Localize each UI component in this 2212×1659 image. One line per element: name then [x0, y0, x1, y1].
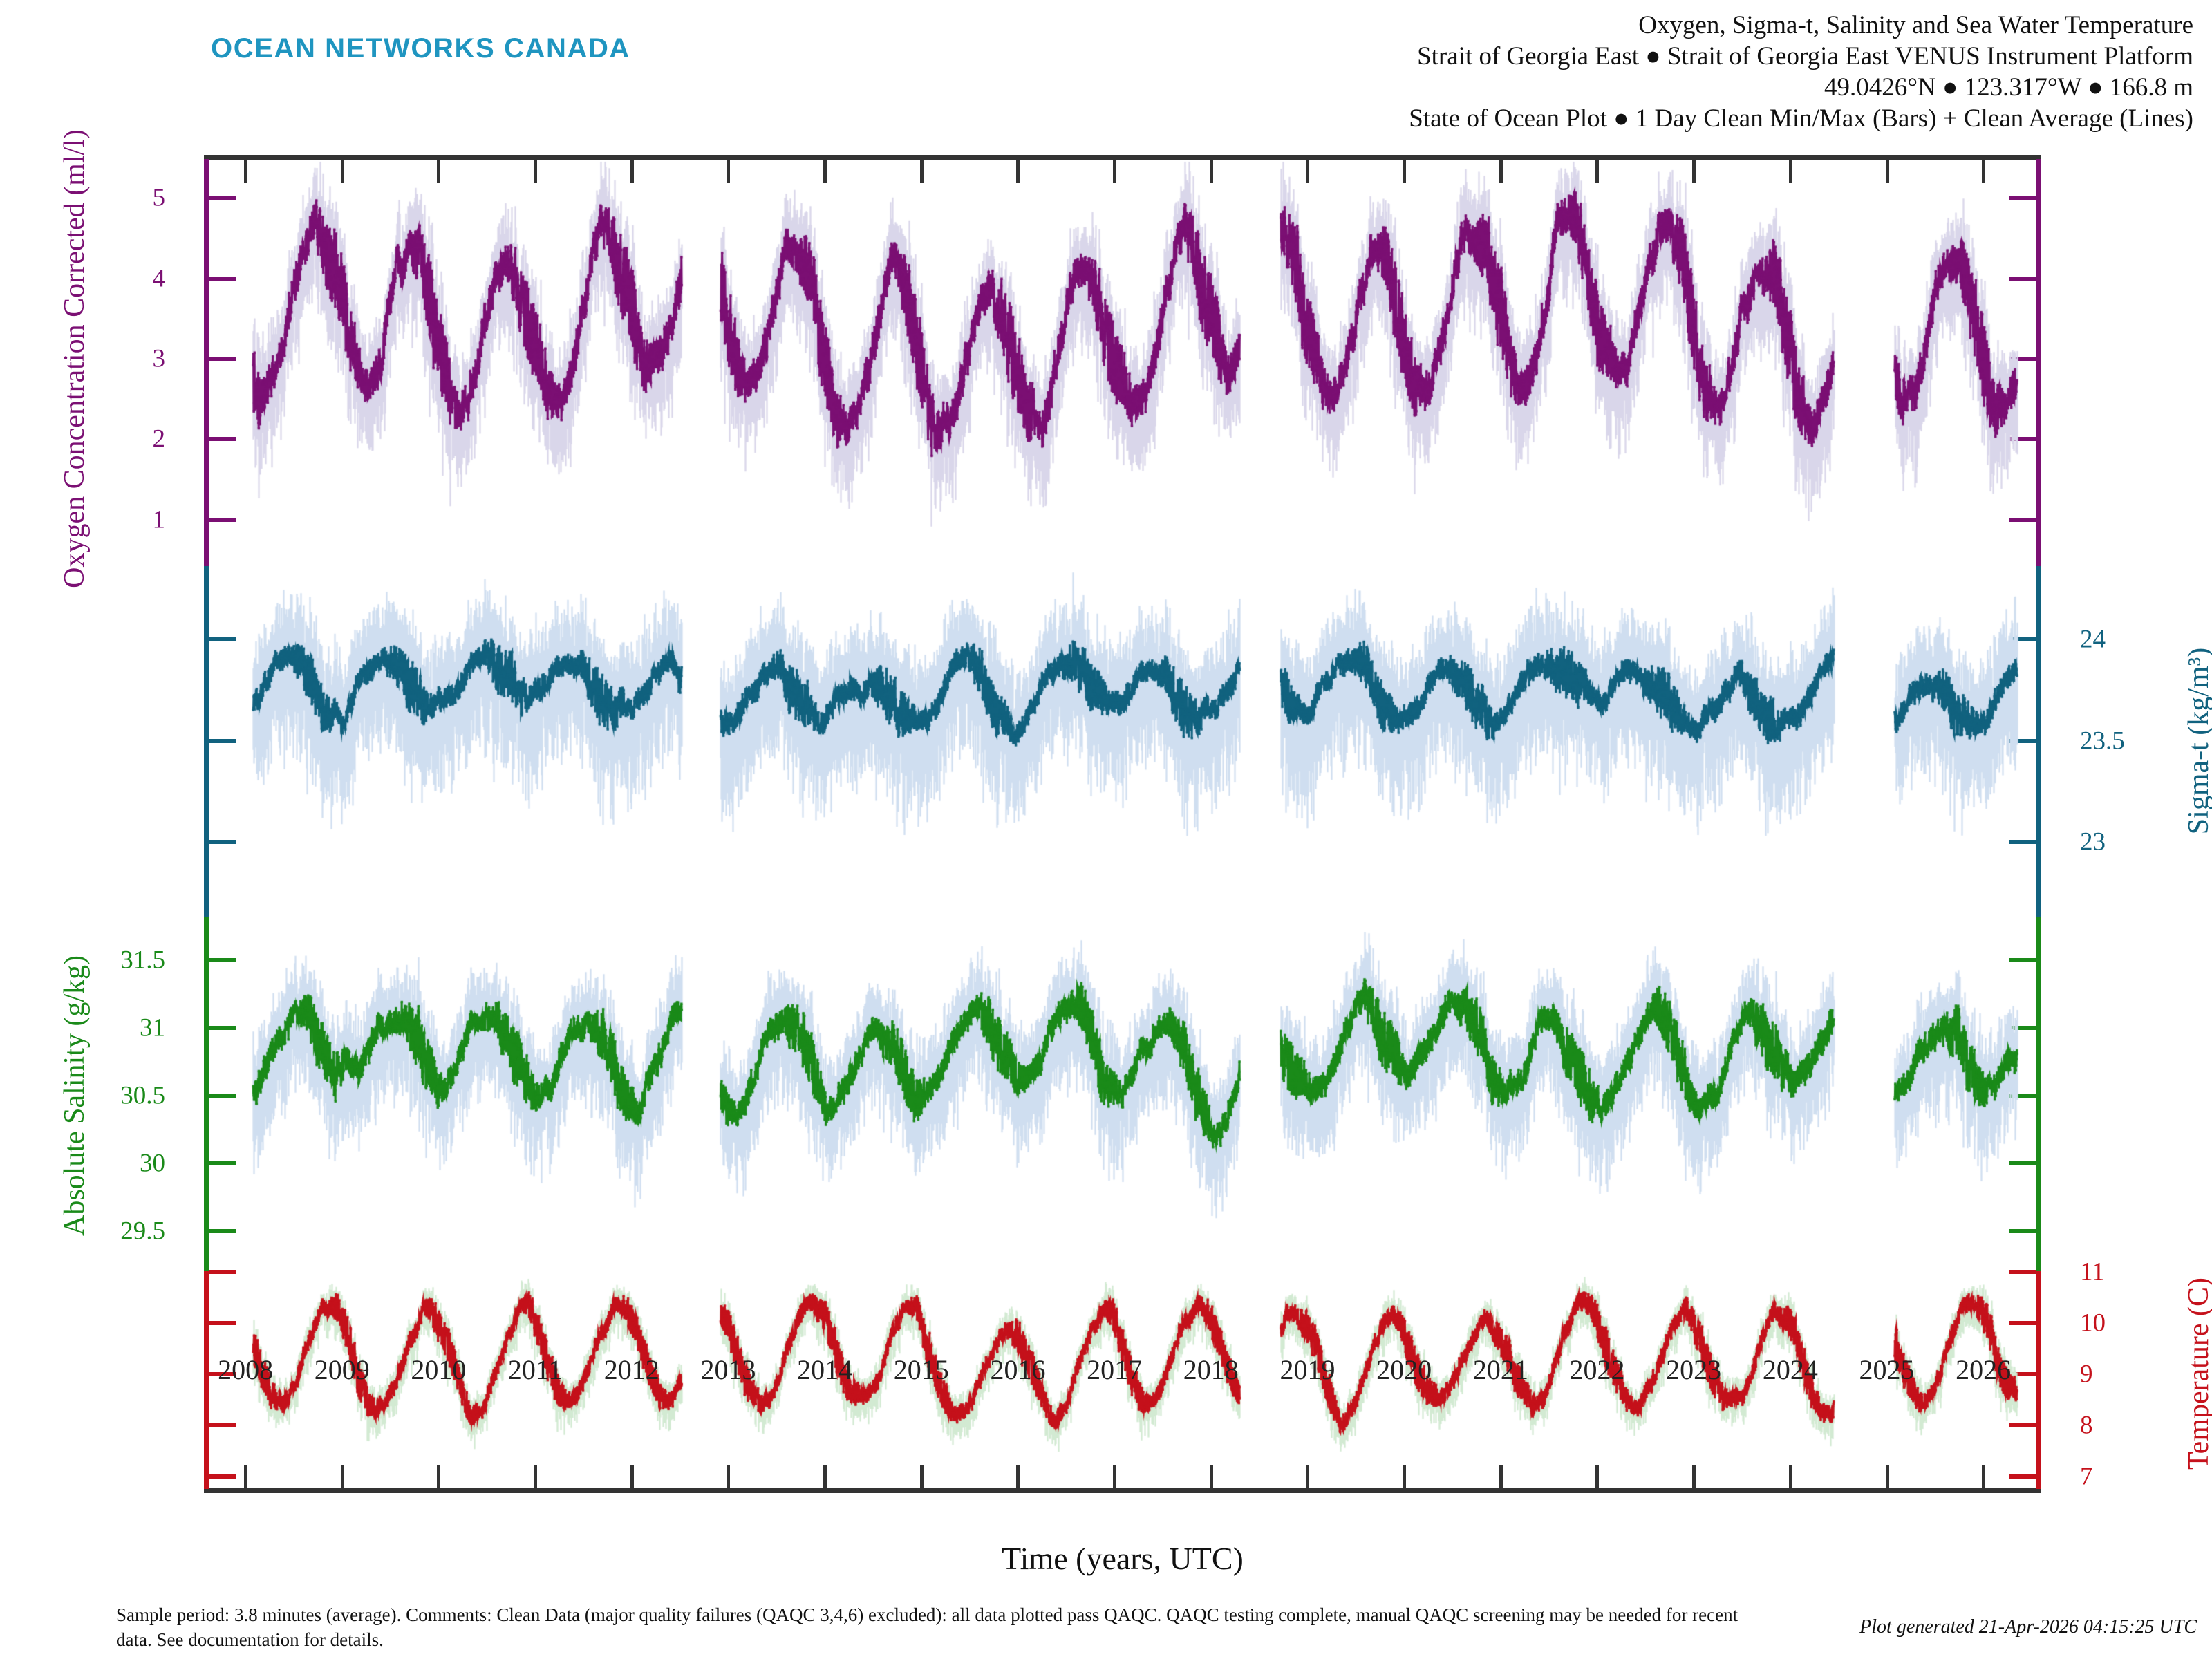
x-tick-label-2012: 2012	[603, 1354, 659, 1385]
y-tick-label-salinity-31: 31	[140, 1013, 165, 1042]
y-tick-label-temperature-8: 8	[2080, 1411, 2093, 1440]
y-axis-title-sigmat: Sigma-t (kg/m³)	[2183, 647, 2212, 834]
y-tick-label-temperature-10: 10	[2080, 1309, 2106, 1338]
y-tick-label-sigmat-24: 24	[2080, 625, 2106, 654]
x-tick-label-2022: 2022	[1569, 1354, 1625, 1385]
axis-spine-left-salinity	[204, 917, 209, 1271]
y-axis-title-temperature: Temperature (C)	[2183, 1277, 2212, 1470]
chart-title-block: Oxygen, Sigma-t, Salinity and Sea Water …	[1409, 10, 2193, 134]
axis-spine-right-salinity	[2036, 917, 2041, 1271]
x-tick-label-2023: 2023	[1666, 1354, 1722, 1385]
y-tick-label-salinity-30.5: 30.5	[120, 1081, 165, 1110]
footer-comments: Sample period: 3.8 minutes (average). Co…	[116, 1604, 1738, 1650]
y-tick-label-temperature-9: 9	[2080, 1360, 2093, 1389]
x-tick-label-2015: 2015	[893, 1354, 949, 1385]
onc-logo: OCEAN NETWORKS CANADA	[211, 33, 630, 64]
axis-spine-left-sigmat	[204, 566, 209, 917]
axis-spine-left-temperature	[204, 1271, 209, 1489]
x-tick-label-2009: 2009	[314, 1354, 370, 1385]
x-tick-label-2019: 2019	[1280, 1354, 1335, 1385]
y-tick-label-oxygen-1: 1	[152, 505, 166, 534]
x-tick-label-2024: 2024	[1762, 1354, 1818, 1385]
y-tick-label-salinity-31.5: 31.5	[120, 946, 165, 975]
y-tick-label-salinity-29.5: 29.5	[120, 1217, 165, 1246]
x-axis-title: Time (years, UTC)	[1002, 1541, 1244, 1576]
title-line-4: State of Ocean Plot ● 1 Day Clean Min/Ma…	[1409, 104, 2193, 133]
axis-spine-right-oxygen	[2036, 159, 2041, 566]
axis-spine-right-sigmat	[2036, 566, 2041, 917]
plot-frame	[204, 155, 2041, 1493]
x-tick-label-2026: 2026	[1956, 1354, 2012, 1385]
y-tick-label-sigmat-23.5: 23.5	[2080, 727, 2125, 755]
x-tick-label-2018: 2018	[1183, 1354, 1239, 1385]
plot-generated-stamp: Plot generated 21-Apr-2026 04:15:25 UTC	[1859, 1616, 2197, 1638]
title-line-1: Oxygen, Sigma-t, Salinity and Sea Water …	[1638, 11, 2193, 39]
y-tick-label-oxygen-5: 5	[152, 183, 166, 212]
y-tick-label-temperature-7: 7	[2080, 1462, 2093, 1491]
series-temperature	[209, 155, 2036, 1493]
y-axis-title-salinity: Absolute Salinity (g/kg)	[59, 955, 91, 1236]
axis-spine-right-temperature	[2036, 1271, 2041, 1489]
axis-spine-left-oxygen	[204, 159, 209, 566]
y-axis-title-oxygen: Oxygen Concentration Corrected (ml/l)	[59, 129, 91, 588]
x-tick-label-2011: 2011	[507, 1354, 563, 1385]
x-tick-label-2025: 2025	[1859, 1354, 1915, 1385]
title-line-2: Strait of Georgia East ● Strait of Georg…	[1417, 42, 2193, 71]
x-tick-label-2017: 2017	[1087, 1354, 1143, 1385]
title-line-3: 49.0426°N ● 123.317°W ● 166.8 m	[1824, 73, 2193, 102]
x-tick-label-2020: 2020	[1376, 1354, 1432, 1385]
x-tick-label-2013: 2013	[700, 1354, 756, 1385]
y-tick-label-temperature-11: 11	[2080, 1257, 2105, 1286]
y-tick-label-oxygen-2: 2	[152, 424, 166, 453]
x-tick-label-2016: 2016	[990, 1354, 1046, 1385]
x-tick-label-2014: 2014	[797, 1354, 853, 1385]
y-tick-label-salinity-30: 30	[140, 1149, 165, 1178]
x-tick-label-2008: 2008	[218, 1354, 274, 1385]
x-tick-label-2021: 2021	[1472, 1354, 1528, 1385]
x-tick-label-2010: 2010	[411, 1354, 467, 1385]
y-tick-label-oxygen-3: 3	[152, 344, 166, 373]
y-tick-label-oxygen-4: 4	[152, 264, 166, 293]
y-tick-label-sigmat-23: 23	[2080, 827, 2106, 856]
